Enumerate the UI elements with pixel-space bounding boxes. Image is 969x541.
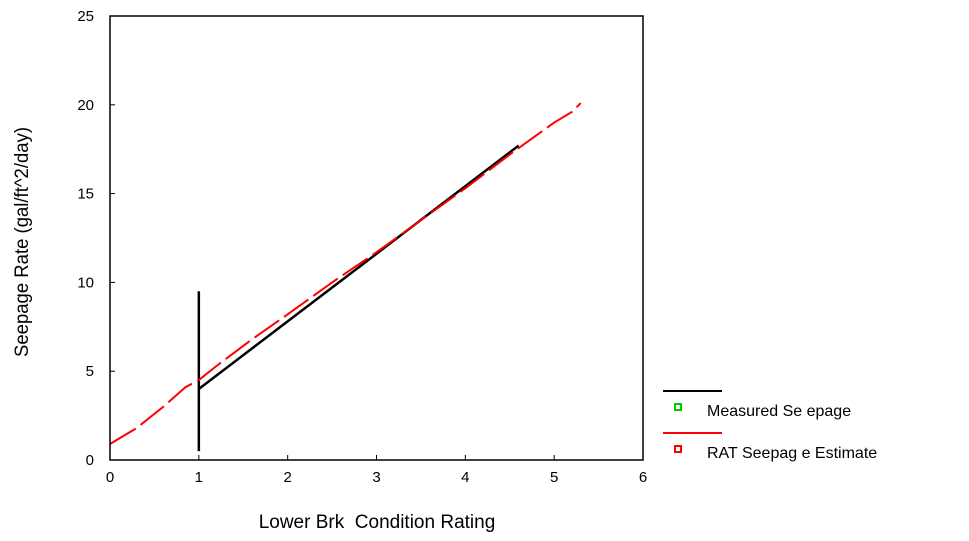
legend-measured-label: Measured Se epage [707,403,851,420]
y-tick-label-0: 0 [86,452,94,469]
rat-seepage-estimate-line [109,102,582,445]
y-tick-label-2: 10 [77,274,94,291]
x-tick-label-3: 3 [372,469,380,486]
y-tick-label-5: 25 [77,8,94,25]
x-tick-label-6: 6 [639,469,647,486]
x-tick-label-0: 0 [106,469,114,486]
legend-estimate-label: RAT Seepag e Estimate [707,445,877,462]
measured-seepage-line-1 [198,144,520,390]
y-axis-title: Seepage Rate (gal/ft^2/day) [12,127,33,357]
legend-estimate-marker [674,445,682,453]
x-tick-label-4: 4 [461,469,469,486]
legend-measured-marker [674,403,682,411]
y-tick-label-1: 5 [86,363,94,380]
y-tick-label-4: 20 [77,97,94,114]
legend: Measured Se epage RAT Seepag e Estimate [663,390,877,462]
plot-area [109,102,582,452]
x-tick-label-1: 1 [195,469,203,486]
x-axis-title: Lower Brk Condition Rating [259,512,496,533]
x-tick-label-5: 5 [550,469,558,486]
axes: 0 1 2 3 4 5 6 0 5 10 15 20 25 [77,8,647,486]
x-tick-label-2: 2 [283,469,291,486]
y-tick-label-3: 15 [77,186,94,203]
